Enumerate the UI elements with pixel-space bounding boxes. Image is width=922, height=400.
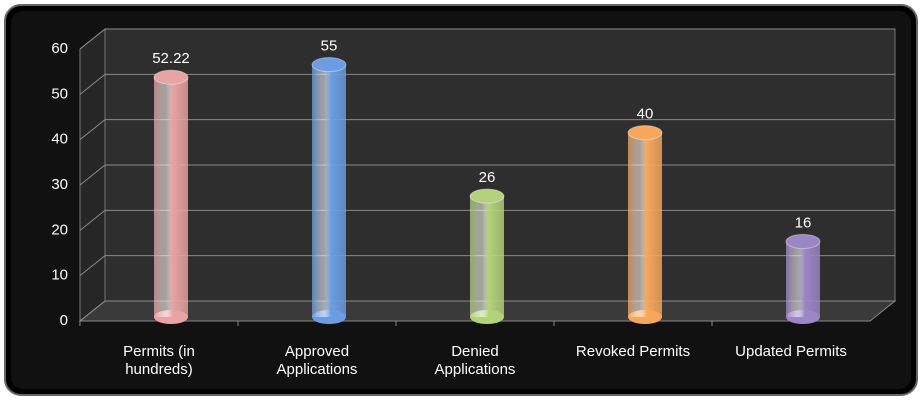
value-label: 52.22 — [152, 50, 190, 67]
bar — [154, 77, 188, 317]
bar-cap — [153, 69, 189, 85]
bar — [786, 241, 820, 317]
value-label: 16 — [795, 214, 812, 231]
grid-line — [79, 73, 895, 95]
y-tick-label: 10 — [51, 267, 68, 284]
bar — [628, 132, 662, 317]
bar-cap — [469, 188, 505, 204]
grid-line — [79, 119, 895, 141]
value-label: 26 — [479, 169, 496, 186]
bar — [312, 64, 346, 318]
grid-line — [79, 28, 895, 50]
x-tick-label: Updated Permits — [735, 343, 847, 360]
bar-cap — [627, 125, 663, 141]
y-tick-label: 40 — [51, 131, 68, 148]
x-tick-label: Denied Applications — [434, 343, 516, 378]
y-tick-label: 30 — [51, 176, 68, 193]
y-tick-label: 50 — [51, 85, 68, 102]
value-label: 40 — [637, 106, 654, 123]
bar-cap — [311, 57, 347, 73]
y-tick-label: 60 — [51, 40, 68, 57]
x-tick-label: Approved Applications — [276, 343, 358, 378]
bar-cap — [785, 233, 821, 249]
bar — [470, 196, 504, 317]
y-tick-label: 0 — [60, 312, 68, 329]
value-label: 55 — [321, 38, 338, 55]
y-tick-label: 20 — [51, 221, 68, 238]
x-tick-label: Revoked Permits — [575, 343, 691, 360]
x-tick-label: Permits (in hundreds) — [123, 343, 195, 378]
